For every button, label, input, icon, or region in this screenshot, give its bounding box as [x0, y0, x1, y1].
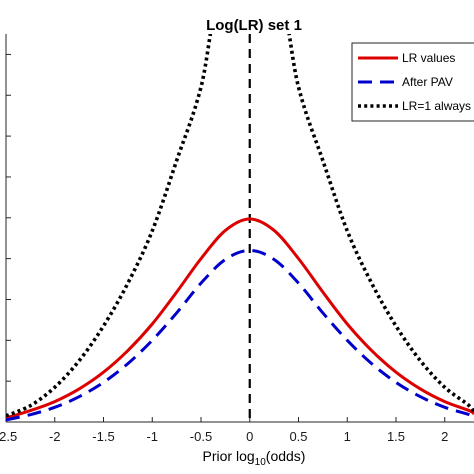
x-tick-label: 1.5 — [387, 429, 405, 444]
x-tick-label: -2.5 — [0, 429, 17, 444]
x-tick-label: 2 — [441, 429, 448, 444]
x-axis-label-main: Prior log — [203, 448, 255, 464]
x-tick-label: -1.5 — [92, 429, 114, 444]
legend-label: After PAV — [402, 75, 453, 89]
legend-label: LR values — [402, 51, 455, 65]
x-axis-label-tail: (odds) — [266, 448, 306, 464]
x-axis-label-subscript: 10 — [255, 457, 267, 468]
x-tick-label: -2 — [49, 429, 61, 444]
legend: LR values After PAV LR=1 always — [351, 42, 474, 122]
plot-area: -2.5 -2 -1.5 -1 -0.5 0 0.5 1 1.5 2 — [0, 34, 474, 444]
chart-title: Log(LR) set 1 — [206, 17, 302, 34]
legend-box — [351, 42, 474, 122]
series-line-lr-values — [6, 217, 474, 420]
x-tick-label: -0.5 — [190, 429, 212, 444]
series-group — [6, 34, 474, 422]
x-axis-label: Prior log10(odds) — [203, 448, 306, 468]
x-tick-label: -1 — [146, 429, 158, 444]
series-line-lr-1-always — [6, 34, 474, 418]
x-tick-label: 0 — [246, 429, 253, 444]
x-tick-label: 1 — [344, 429, 351, 444]
legend-label: LR=1 always — [402, 99, 471, 113]
x-tick-label: 0.5 — [289, 429, 307, 444]
